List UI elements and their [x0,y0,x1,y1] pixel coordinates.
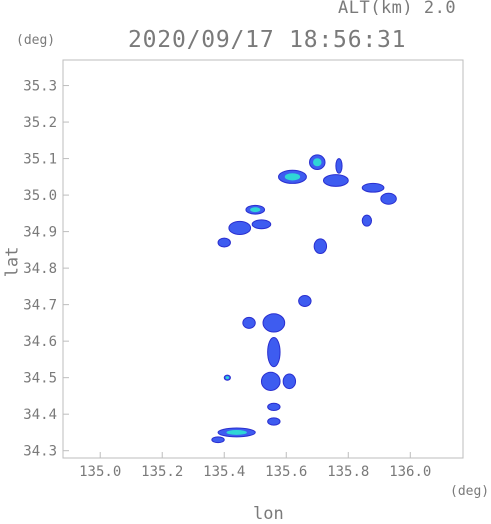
x-tick-label: 135.4 [203,464,245,480]
y-tick-label: 34.3 [23,444,57,460]
echo-cell [251,219,272,230]
plot-frame [62,59,464,459]
echo-core [284,173,301,181]
echo-cell [335,158,343,174]
y-tick-label: 35.3 [23,79,57,95]
echo-cell [228,220,252,236]
x-tick-label: 135.8 [327,464,369,480]
x-tick-label: 135.0 [79,464,121,480]
echo-cell [282,373,297,390]
x-tick-label: 136.0 [389,464,431,480]
altitude-label: ALT(km) 2.0 [338,0,457,18]
echo-cell [267,417,281,426]
x-tick-label: 135.2 [141,464,183,480]
y-axis-ticks: 34.3 34.4 34.5 34.6 34.7 34.8 34.9 35.0 35.1 35.2… [23,79,69,460]
y-tick-label: 34.6 [23,334,57,350]
echo-cell [361,182,385,193]
y-tick-label: 35.1 [23,152,57,168]
y-tick-label: 34.5 [23,371,57,387]
echo-cell [262,313,286,333]
echo-cell [267,337,281,368]
x-tick-label: 135.6 [265,464,307,480]
y-tick-label: 34.9 [23,225,57,241]
echo-cell [298,295,312,307]
x-axis-label: lon [253,504,284,524]
echo-core [226,430,247,435]
y-tick-label: 35.2 [23,115,57,131]
echo-cell [217,237,231,248]
echo-cell [260,371,281,391]
echo-cell [313,238,328,255]
radar-echoes [211,154,397,444]
echo-cell [380,192,397,205]
echo-cell [267,402,281,412]
echo-cell [322,174,349,187]
y-tick-label: 34.4 [23,407,57,423]
y-tick-label: 34.8 [23,261,57,277]
x-axis-ticks: 135.0 135.2 135.4 135.6 135.8 136.0 [79,452,431,480]
echo-cell [211,436,225,444]
timestamp-title: 2020/09/17 18:56:31 [128,27,407,53]
echo-cell [361,214,373,227]
echo-cell [242,316,256,329]
y-unit-label: (deg) [16,33,56,48]
y-tick-label: 34.7 [23,298,57,314]
echo-core [313,158,322,167]
echo-core [250,207,261,213]
echo-core [225,376,230,380]
x-unit-label: (deg) [450,484,490,499]
y-tick-label: 35.0 [23,188,57,204]
